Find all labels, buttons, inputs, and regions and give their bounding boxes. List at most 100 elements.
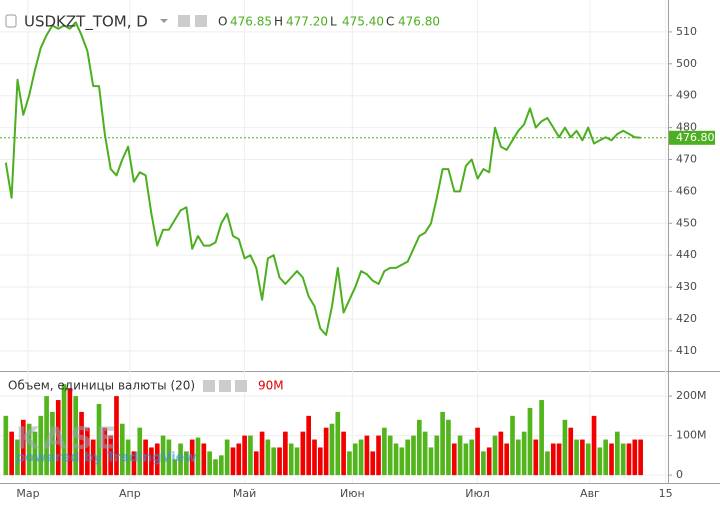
volume-bar (248, 435, 253, 476)
volume-bar (580, 439, 585, 476)
y-tick-label: 420 (676, 312, 697, 325)
volume-bar (131, 451, 137, 476)
x-tick-label: Апр (119, 487, 141, 500)
volume-bar (166, 439, 172, 476)
y-tick-label: 490 (676, 89, 697, 102)
y-tick-label: 440 (676, 248, 697, 261)
volume-bar (102, 427, 108, 476)
volume-bar (434, 435, 440, 476)
volume-bar (154, 443, 160, 476)
volume-bar (615, 431, 620, 476)
volume-bar (329, 423, 335, 476)
volume-bar (283, 431, 288, 476)
volume-bar (457, 435, 463, 476)
ohlc-key: C (386, 15, 394, 29)
volume-bar (347, 451, 352, 476)
volume-bar (288, 443, 294, 476)
volume-bar (26, 423, 32, 476)
volume-bar (195, 437, 201, 476)
volume-bar (405, 439, 411, 476)
volume-bar (352, 443, 358, 476)
volume-bar (550, 443, 556, 476)
volume-bar (55, 400, 61, 476)
volume-bar (189, 439, 195, 476)
volume-bar (504, 443, 510, 476)
symbol-icon[interactable] (5, 14, 17, 28)
x-tick-label: Июн (340, 487, 365, 500)
volume-bar (370, 451, 376, 476)
y-tick-label: 460 (676, 184, 697, 197)
volume-tick-label: 200M (676, 389, 707, 402)
volume-bar (96, 403, 102, 476)
volume-bar (358, 439, 364, 476)
x-tick-label: Май (233, 487, 256, 500)
volume-bar (568, 427, 574, 476)
y-tick-label: 500 (676, 57, 697, 70)
ohlc-key: H (274, 15, 283, 29)
volume-bar (61, 384, 67, 476)
volume-bar (108, 435, 113, 476)
volume-bar (90, 439, 96, 476)
volume-bar (114, 396, 119, 476)
volume-bar (3, 415, 9, 476)
volume-bar (201, 443, 207, 476)
watermark: KASE (16, 422, 121, 457)
x-tick-label: Мар (16, 487, 39, 500)
volume-bar (515, 439, 521, 476)
volume-bar (119, 423, 125, 476)
volume-bar (213, 459, 218, 476)
volume-icon[interactable] (203, 380, 215, 392)
volume-bar (335, 411, 341, 476)
volume-bar (521, 431, 527, 476)
volume-bar (451, 443, 457, 476)
volume-bar (85, 427, 90, 476)
volume-bar (277, 447, 282, 476)
volume-bar (306, 415, 311, 476)
volume-bar (574, 439, 579, 476)
volume-bar (498, 431, 504, 476)
volume-bar (475, 427, 480, 476)
volume-bar (527, 407, 533, 476)
volume-bar (15, 439, 20, 476)
volume-bar (492, 435, 498, 476)
settings-icon[interactable] (195, 15, 207, 27)
volume-bar (230, 447, 236, 476)
ohlc-key: O (218, 15, 227, 29)
volume-bar (323, 427, 329, 476)
ohlc-value: 476.80 (398, 15, 440, 29)
volume-bar (125, 439, 131, 476)
y-tick-label: 430 (676, 280, 697, 293)
volume-bar (463, 443, 469, 476)
volume-bar (143, 439, 148, 476)
volume-bar (265, 439, 271, 476)
volume-bar (271, 447, 277, 476)
volume-icon[interactable] (219, 380, 231, 392)
volume-bar (300, 431, 306, 476)
dropdown-icon[interactable] (160, 19, 168, 23)
volume-bar (585, 443, 591, 476)
volume-bar (416, 419, 422, 476)
volume-bar (469, 439, 475, 476)
volume-bar (184, 451, 189, 476)
volume-bar (591, 415, 597, 476)
volume-bar (422, 431, 428, 476)
volume-bar (387, 435, 393, 476)
volume-bar (638, 439, 643, 476)
settings-icon[interactable] (178, 15, 190, 27)
volume-bar (50, 411, 55, 476)
volume-bar (218, 455, 224, 476)
volume-bar (533, 439, 539, 476)
x-tick-label: Авг (580, 487, 600, 500)
volume-bar (67, 388, 73, 476)
y-tick-label: 450 (676, 216, 697, 229)
volume-bar (486, 447, 492, 476)
volume-bar (626, 443, 632, 476)
volume-bar (603, 439, 609, 476)
volume-value: 90M (258, 379, 284, 393)
x-tick-label: 15 (659, 487, 673, 500)
volume-tick-label: 100M (676, 429, 707, 442)
volume-icon[interactable] (235, 380, 247, 392)
last-price-label: 476.80 (676, 131, 715, 144)
volume-bar (341, 431, 346, 476)
